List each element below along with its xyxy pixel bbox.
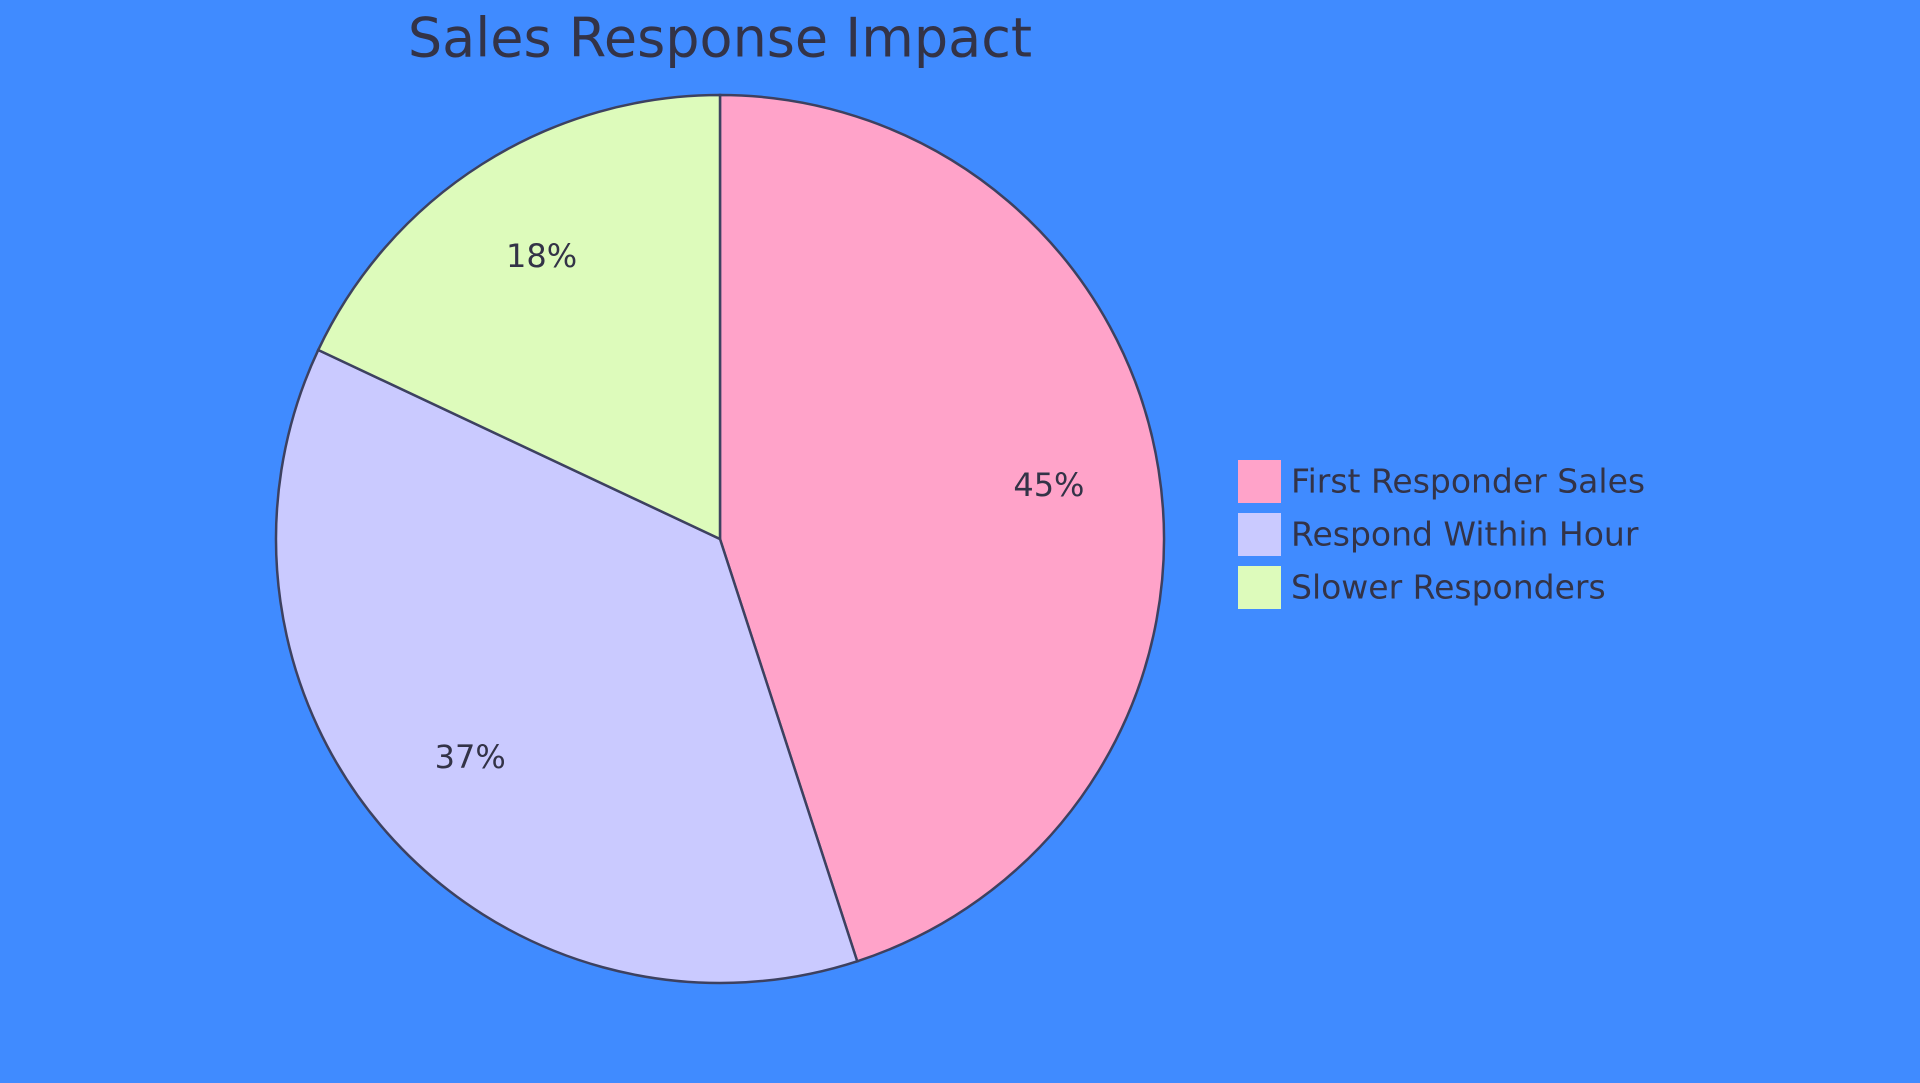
pie-slice <box>718 93 1166 963</box>
slice-label: 18% <box>506 237 577 275</box>
legend-label: First Responder Sales <box>1291 462 1645 501</box>
legend-label: Slower Responders <box>1291 568 1606 607</box>
pie-slice <box>316 93 722 541</box>
legend-label: Respond Within Hour <box>1291 515 1639 554</box>
pie-slice <box>274 348 859 985</box>
legend-swatch <box>1236 458 1283 505</box>
slice-label: 45% <box>1013 466 1084 504</box>
legend-swatch <box>1236 511 1283 558</box>
chart-title: Sales Response Impact <box>408 7 1032 70</box>
legend-swatch <box>1236 564 1283 611</box>
slice-label: 37% <box>435 738 506 776</box>
